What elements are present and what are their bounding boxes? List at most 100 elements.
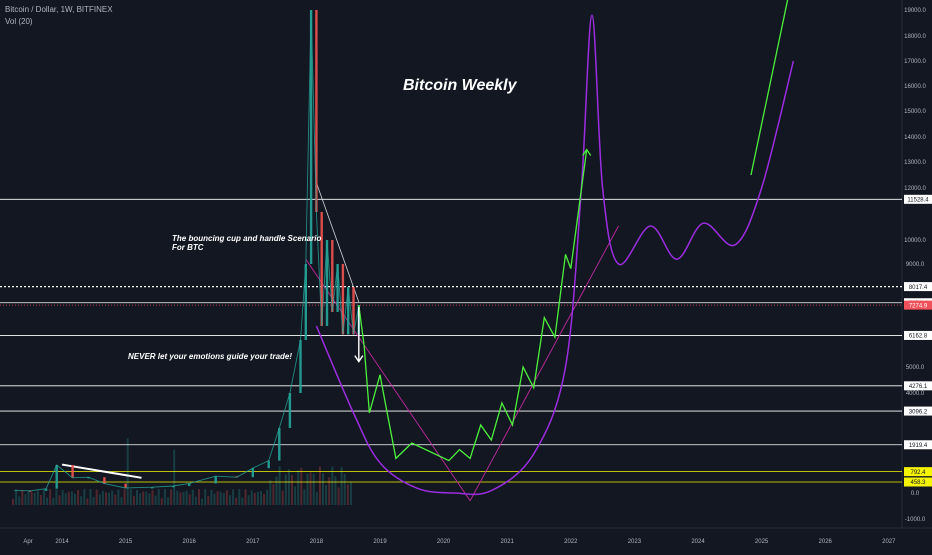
volume-bar <box>287 469 290 505</box>
volume-bar <box>201 498 204 505</box>
volume-bar <box>176 490 179 505</box>
level-tag-3096.2 <box>904 406 932 416</box>
volume-bar <box>83 489 86 505</box>
volume-bar <box>132 495 135 505</box>
time-tick-label: 2019 <box>373 539 387 545</box>
drop-arrowhead <box>354 355 364 363</box>
volume-bar <box>61 490 64 505</box>
volume-bar <box>154 495 157 505</box>
time-tick-label: 2027 <box>882 539 896 545</box>
volume-bar <box>232 489 235 505</box>
volume-bar <box>207 496 210 505</box>
price-candle <box>103 477 106 484</box>
volume-bar <box>219 491 222 505</box>
volume-bar <box>170 489 173 505</box>
volume-bar <box>346 484 349 505</box>
volume-bar <box>55 489 58 505</box>
scenario-annotation-line1: The bouncing cup and handle Scenario <box>172 234 322 243</box>
level-tag-label: 792.4 <box>910 470 926 476</box>
volume-bar <box>58 495 61 505</box>
time-tick-label: Apr <box>23 539 32 545</box>
volume-bar <box>77 489 80 505</box>
price-tick-label: -1000.0 <box>905 517 926 523</box>
volume-bar <box>163 489 166 505</box>
price-candle <box>188 483 191 487</box>
level-tag-6162.8 <box>904 330 932 340</box>
level-tag-4276.1 <box>904 381 932 391</box>
volume-bar <box>123 489 126 505</box>
volume-bar <box>145 491 148 505</box>
volume-bar <box>272 484 275 505</box>
level-tag-label: 6162.8 <box>909 334 928 340</box>
volume-bar <box>33 492 36 505</box>
level-tag-1919.4 <box>904 440 932 450</box>
volume-bar <box>300 467 303 505</box>
price-candle <box>331 240 334 312</box>
volume-bar <box>18 496 21 505</box>
price-candle <box>87 477 90 479</box>
volume-bar <box>349 482 352 505</box>
volume-bar <box>36 490 39 505</box>
volume-bar <box>343 473 346 505</box>
level-tag-7274.9 <box>904 300 932 310</box>
volume-bar <box>216 491 219 505</box>
price-candle <box>278 428 281 461</box>
time-tick-label: 2021 <box>501 539 515 545</box>
volume-bar <box>198 489 200 505</box>
cup-and-handle-curve <box>315 14 795 496</box>
volume-bar <box>74 493 76 505</box>
volume-bar <box>238 489 241 505</box>
volume-bar <box>291 475 293 505</box>
volume-bar <box>331 466 334 505</box>
level-tag-458.3 <box>904 477 932 487</box>
price-candle <box>352 287 355 335</box>
volume-bar <box>117 489 120 505</box>
time-tick-label: 2023 <box>628 539 642 545</box>
price-line <box>14 9 360 492</box>
volume-bar <box>185 490 188 505</box>
volume-bar <box>173 449 176 505</box>
volume-bar <box>263 493 266 505</box>
volume-bar <box>334 476 337 505</box>
volume-bar <box>30 492 33 505</box>
price-candle <box>124 483 127 488</box>
volume-bar <box>70 491 73 505</box>
price-candle <box>299 340 302 393</box>
volume-bar <box>210 489 213 505</box>
volume-bar <box>148 493 151 505</box>
price-tick-label: 13000.0 <box>904 160 926 166</box>
volume-bar <box>120 497 123 505</box>
volume-bar <box>167 497 169 505</box>
time-tick-label: 2018 <box>310 539 324 545</box>
volume-bar <box>284 474 287 505</box>
volume-bar <box>67 491 70 505</box>
volume-bar <box>247 495 250 505</box>
volume-bar <box>95 489 98 505</box>
volume-bar <box>244 489 247 505</box>
level-tag-11528.4 <box>904 194 932 204</box>
volume-bar <box>43 489 45 505</box>
volume-bar <box>278 466 281 505</box>
level-tag-label: 1919.4 <box>909 443 928 449</box>
level-tag-label: 4276.1 <box>909 384 928 390</box>
volume-bar <box>303 489 306 505</box>
price-axis-background <box>902 0 932 550</box>
trendline-resistance <box>316 182 360 303</box>
volume-bar <box>250 490 253 505</box>
level-tag-label: 11528.4 <box>907 198 929 204</box>
volume-bar <box>241 497 244 505</box>
price-tick-label: 18000.0 <box>904 34 926 40</box>
price-tick-label: 15000.0 <box>904 109 926 115</box>
time-tick-label: 2025 <box>755 539 769 545</box>
volume-bar <box>204 489 207 505</box>
volume-bar <box>136 490 138 505</box>
price-tick-label: 19000.0 <box>904 8 926 14</box>
symbol-title: Bitcoin / Dollar, 1W, BITFINEX <box>5 5 113 14</box>
chart-title: Bitcoin Weekly <box>403 77 517 94</box>
volume-bar <box>318 466 321 505</box>
price-candle <box>251 468 254 478</box>
volume-bar <box>101 490 104 505</box>
time-tick-label: 2014 <box>55 539 69 545</box>
